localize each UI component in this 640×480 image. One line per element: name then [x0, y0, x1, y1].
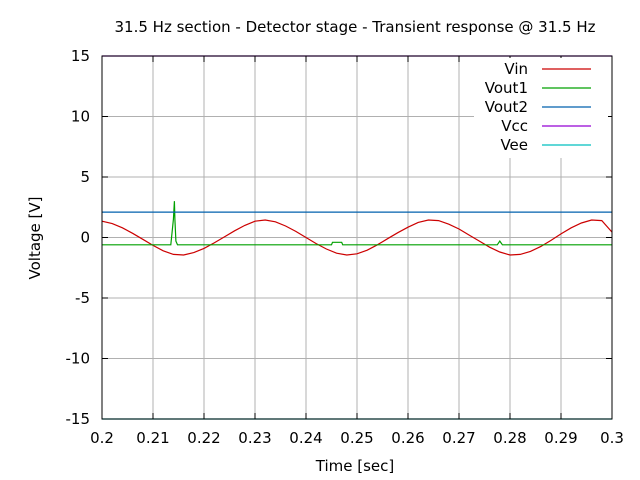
y-tick-label: 15 — [71, 47, 90, 65]
legend-label-vout1: Vout1 — [485, 79, 528, 97]
x-tick-label: 0.28 — [493, 429, 526, 447]
axis-ticks: 0.2 0.21 0.22 0.23 0.24 0.25 0.26 0.27 0.28 0.29 0… — [66, 47, 624, 447]
y-tick-label: 5 — [80, 168, 90, 186]
x-tick-label: 0.22 — [187, 429, 220, 447]
legend-label-vcc: Vcc — [501, 117, 528, 135]
x-tick-label: 0.25 — [340, 429, 373, 447]
legend-label-vee: Vee — [500, 136, 528, 154]
y-tick-label: -5 — [75, 289, 90, 307]
x-tick-label: 0.26 — [391, 429, 424, 447]
y-tick-label: 0 — [80, 229, 90, 247]
x-axis-label: Time [sec] — [315, 457, 394, 475]
legend-label-vin: Vin — [504, 60, 528, 78]
y-axis-label: Voltage [V] — [26, 197, 44, 280]
x-tick-label: 0.3 — [600, 429, 624, 447]
legend-box — [474, 58, 608, 158]
x-tick-label: 0.29 — [544, 429, 577, 447]
y-tick-label: -10 — [66, 350, 91, 368]
y-tick-label: -15 — [66, 410, 91, 428]
x-tick-label: 0.24 — [289, 429, 322, 447]
chart-title: 31.5 Hz section - Detector stage - Trans… — [115, 18, 596, 36]
series-line-vin — [101, 219, 613, 256]
x-tick-label: 0.2 — [90, 429, 114, 447]
x-tick-label: 0.23 — [238, 429, 271, 447]
series-line-vout1 — [102, 201, 612, 246]
x-tick-label: 0.27 — [442, 429, 475, 447]
y-tick-label: 10 — [71, 108, 90, 126]
legend-label-vout2: Vout2 — [485, 98, 528, 116]
x-tick-label: 0.21 — [136, 429, 169, 447]
